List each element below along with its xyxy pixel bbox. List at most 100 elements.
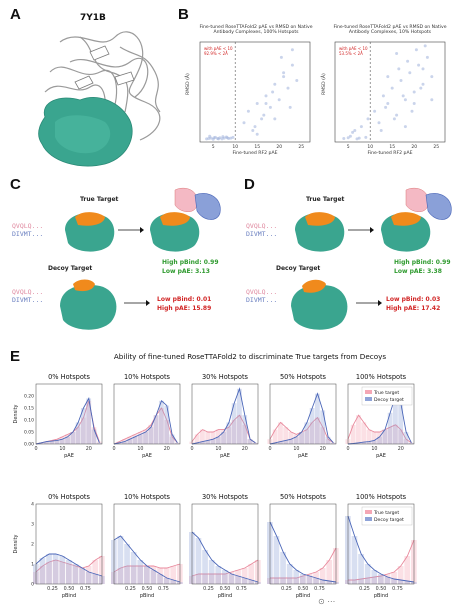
kde-tick-label: 0.50 (64, 586, 75, 592)
light-seq-c2: DIVMT... (12, 296, 44, 304)
histogram-bar (52, 554, 59, 584)
scatter-point (406, 59, 410, 63)
scatter-point (290, 48, 294, 52)
histogram-bar (221, 432, 226, 444)
kde-subplot-title: 50% Hotspots (279, 373, 326, 381)
kde-subplot-title: 100% Hotspots (355, 493, 407, 501)
scatter-tick-label: 10 (367, 144, 373, 150)
kde-tick-label: 20 (242, 446, 248, 452)
histogram-bar (288, 432, 294, 444)
scatter-point (412, 102, 416, 106)
scatter-point (421, 67, 425, 71)
histogram-bar (384, 574, 391, 584)
histogram-bar (66, 560, 72, 584)
scatter-point (279, 55, 283, 59)
legend-box (361, 506, 413, 526)
scatter-point (399, 78, 403, 82)
histogram-bar (210, 432, 216, 444)
histogram-bar (163, 568, 170, 584)
scatter-point (373, 109, 377, 113)
histogram-bar (320, 427, 326, 444)
kde-tick-label: 0.75 (236, 586, 247, 592)
histogram-bar (283, 440, 289, 444)
kde-frame (35, 383, 103, 445)
legend-label: Decoy target (374, 517, 404, 523)
kde-tick-label: 0.50 (376, 586, 387, 592)
histogram-bar (158, 408, 164, 444)
histogram-bar (252, 442, 258, 444)
histogram-bar (117, 536, 124, 584)
scatter-point (421, 82, 425, 86)
histogram-bar (222, 570, 228, 584)
kde-tick-label: 0.10 (24, 418, 34, 424)
scatter-point (430, 75, 434, 79)
histogram-bar (164, 405, 170, 444)
kde-xlabel: pBind (296, 593, 310, 599)
true-pbind-d: High pBind: 0.99 (394, 259, 451, 266)
histogram-bar (286, 564, 293, 584)
histogram-bar (330, 442, 336, 444)
scatter-point (410, 109, 414, 113)
histogram-bar (361, 442, 367, 444)
scatter-tick-label: 15 (389, 144, 395, 150)
histogram-bar (272, 429, 278, 444)
histogram-bar (202, 574, 208, 584)
kde-line (348, 539, 415, 581)
histogram-bar (384, 577, 391, 584)
scatter-ylabel-1: RMSD (Å) (186, 73, 191, 95)
scatter-point (403, 125, 407, 129)
histogram-bar (208, 560, 215, 584)
histogram-bar (59, 439, 65, 444)
legend-swatch (365, 510, 372, 514)
scatter-point (392, 117, 396, 121)
histogram-bar (325, 439, 331, 444)
histogram-bar (319, 568, 326, 584)
legend-label: True target (373, 510, 399, 516)
scatter-tick-label: 25 (433, 144, 439, 150)
histogram-bar (158, 400, 164, 444)
true-pae-d: Low pAE: 3.38 (394, 268, 442, 275)
histogram-bar (143, 432, 148, 444)
kde-xlabel: pAE (298, 453, 308, 459)
kde-tick-label: 20 (164, 446, 170, 452)
kde-subplot: 0.25 0.50 0.75 pBind (111, 503, 183, 599)
protein-structure-a (38, 31, 161, 167)
histogram-bar (235, 570, 241, 584)
arrow-icon (124, 300, 150, 306)
legend-box (361, 386, 413, 406)
arrow-icon (118, 227, 144, 233)
histogram-bar (124, 566, 130, 584)
kde-subplot-title: 10% Hotspots (123, 493, 170, 501)
scatter-point (221, 135, 225, 139)
histogram-bar (304, 422, 310, 444)
scatter-tick-label: 10 (232, 144, 238, 150)
histogram-bar (371, 570, 378, 584)
histogram-bar (70, 432, 76, 444)
histogram-bar (117, 568, 124, 584)
histogram-bar (92, 560, 99, 584)
histogram-bar (122, 441, 127, 444)
histogram-bar (44, 441, 49, 444)
kde-line (269, 521, 337, 583)
kde-tick-label: 0.25 (203, 586, 214, 592)
histogram-bar (116, 442, 122, 444)
histogram-bar (66, 564, 72, 584)
kde-tick-label: 1 (31, 562, 34, 568)
scatter-point (384, 105, 388, 109)
kde-tick-label: 0.05 (24, 430, 34, 436)
histogram-bar (241, 568, 248, 584)
scatter-point (353, 128, 357, 132)
histogram-bar (153, 415, 159, 444)
true-pbind-c: High pBind: 0.99 (162, 259, 219, 266)
histogram-bar (150, 570, 157, 584)
histogram-bar (382, 429, 388, 444)
histogram-bar (314, 393, 320, 444)
scatter-tick-label: 25 (298, 144, 304, 150)
scatter-tick-label: 20 (411, 144, 417, 150)
histogram-bar (208, 574, 215, 584)
kde-line (113, 407, 178, 445)
scatter-point (423, 44, 427, 48)
scatter-point (377, 121, 381, 125)
